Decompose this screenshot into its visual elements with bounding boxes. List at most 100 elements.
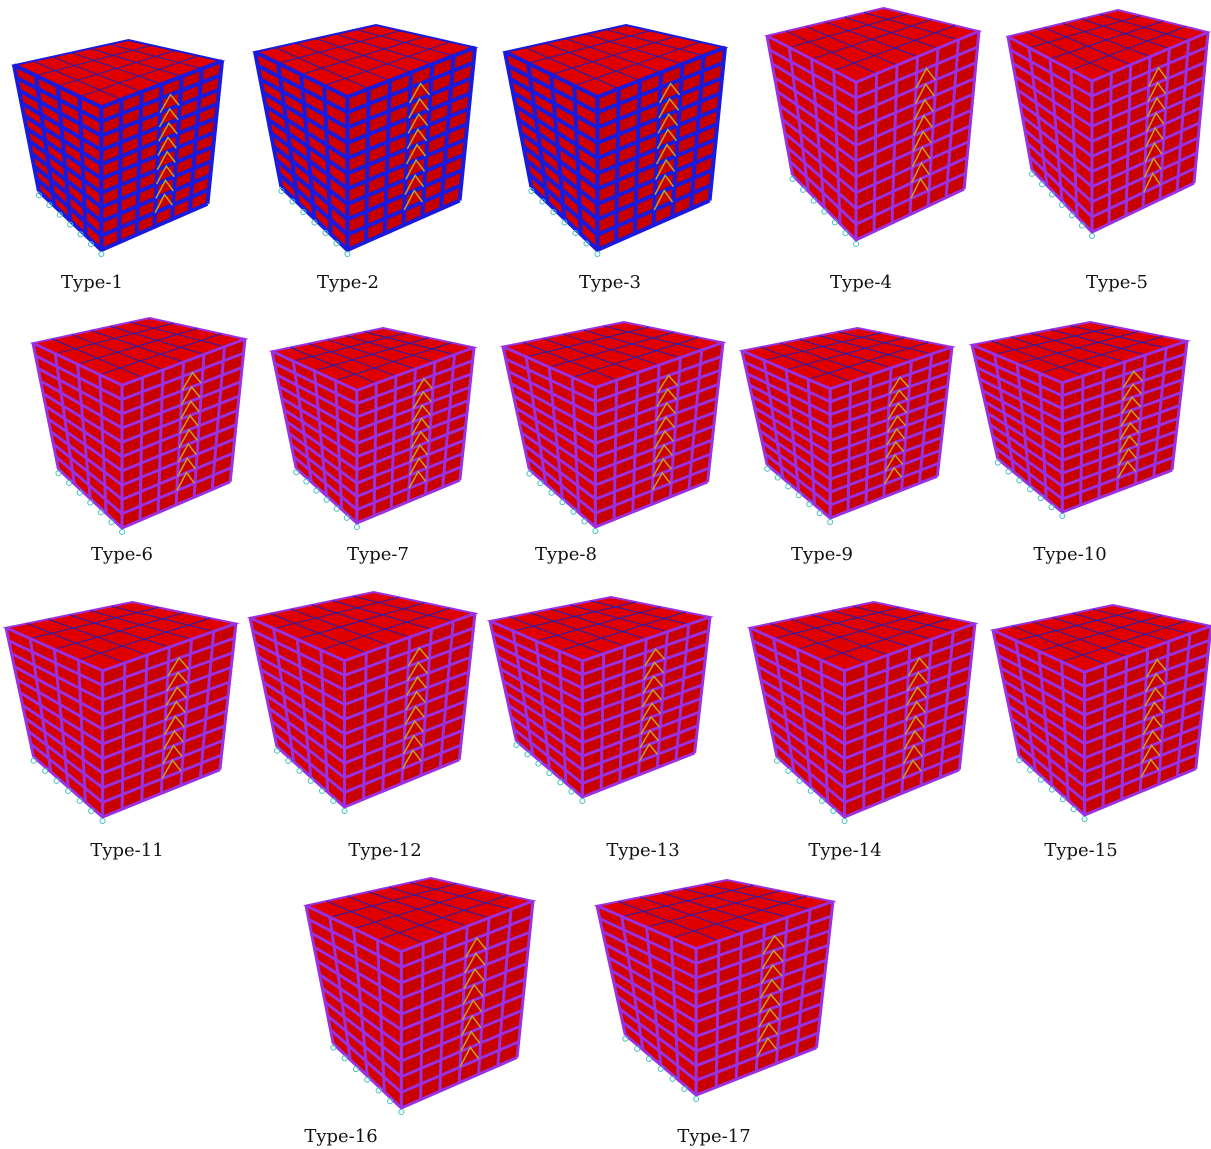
support: [658, 1066, 663, 1071]
support: [354, 525, 359, 530]
model-label: Type-9: [791, 544, 853, 565]
support: [1038, 496, 1043, 501]
support: [1050, 192, 1055, 197]
support: [314, 488, 319, 493]
support: [294, 470, 299, 475]
support: [817, 511, 822, 516]
building-model: [6, 602, 236, 824]
support: [635, 1046, 640, 1051]
support: [569, 789, 574, 794]
support: [765, 466, 770, 471]
support: [304, 479, 309, 484]
building-model: [490, 597, 710, 804]
support: [1038, 777, 1043, 782]
support: [1071, 807, 1076, 812]
column: [366, 89, 369, 242]
support: [353, 1067, 358, 1072]
support: [796, 493, 801, 498]
model-label: Type-1: [61, 272, 123, 293]
support: [1017, 758, 1022, 763]
building-model: [505, 25, 725, 257]
support: [843, 231, 848, 236]
support: [558, 780, 563, 785]
model-label: Type-6: [91, 544, 153, 565]
support: [593, 529, 598, 534]
support: [331, 798, 336, 803]
model-label: Type-14: [808, 840, 881, 861]
support: [560, 500, 565, 505]
support: [344, 515, 349, 520]
building-model: [993, 605, 1211, 822]
support: [43, 768, 48, 773]
support: [320, 788, 325, 793]
support: [646, 1056, 651, 1061]
building-model: [742, 328, 952, 525]
support: [694, 1097, 699, 1102]
support: [682, 1086, 687, 1091]
support: [54, 778, 59, 783]
support: [286, 758, 291, 763]
building-model: [503, 322, 723, 534]
support: [514, 743, 519, 748]
column: [616, 89, 619, 242]
support: [1060, 202, 1065, 207]
support: [1030, 171, 1035, 176]
model-label: Type-4: [830, 272, 892, 293]
support: [582, 519, 587, 524]
model-label: Type-15: [1044, 840, 1117, 861]
building-model: [255, 25, 475, 257]
model-label: Type-2: [317, 272, 379, 293]
support: [67, 481, 72, 486]
support: [399, 1110, 404, 1115]
support: [1070, 213, 1075, 218]
support: [536, 761, 541, 766]
support: [670, 1076, 675, 1081]
support: [88, 500, 93, 505]
support: [297, 768, 302, 773]
column: [119, 100, 121, 243]
support: [308, 778, 313, 783]
support: [1080, 223, 1085, 228]
building-model: [250, 592, 475, 814]
model-label: Type-3: [579, 272, 641, 293]
model-label: Type-13: [606, 840, 679, 861]
building-model: [972, 322, 1187, 519]
support: [842, 819, 847, 824]
support: [1006, 469, 1011, 474]
support: [808, 788, 813, 793]
support: [1090, 234, 1095, 239]
support: [1049, 787, 1054, 792]
support: [811, 198, 816, 203]
support: [275, 748, 280, 753]
support: [342, 809, 347, 814]
building-model: [33, 318, 245, 535]
support: [1028, 487, 1033, 492]
model-label: Type-7: [347, 544, 409, 565]
support: [1049, 505, 1054, 510]
model-label: Type-16: [304, 1126, 377, 1147]
model-label: Type-11: [90, 840, 163, 861]
support: [549, 490, 554, 495]
support: [790, 177, 795, 182]
support: [527, 471, 532, 476]
support: [1082, 817, 1087, 822]
support: [345, 252, 350, 257]
support: [1060, 797, 1065, 802]
support: [334, 506, 339, 511]
support: [525, 752, 530, 757]
support: [797, 778, 802, 783]
support: [1028, 768, 1033, 773]
support: [98, 510, 103, 515]
building-model: [1008, 10, 1208, 239]
support: [1040, 182, 1045, 187]
support: [56, 471, 61, 476]
support: [331, 1045, 336, 1050]
support: [775, 475, 780, 480]
support: [109, 520, 114, 525]
support: [89, 808, 94, 813]
building-model: [767, 8, 979, 247]
building-model: [597, 880, 833, 1102]
support: [801, 187, 806, 192]
model-label: Type-17: [677, 1126, 750, 1147]
support: [820, 798, 825, 803]
